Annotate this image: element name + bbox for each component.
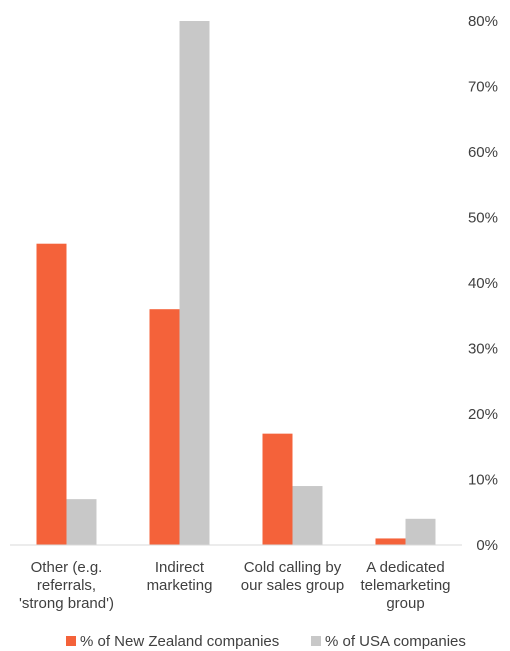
legend: % of New Zealand companies % of USA compa… [66, 633, 466, 650]
y-tick-label: 60% [468, 144, 498, 161]
y-tick-label: 20% [468, 406, 498, 423]
y-tick-label: 10% [468, 472, 498, 489]
category-label: Indirect marketing [147, 559, 213, 594]
bar-usa-2 [292, 486, 323, 545]
category-labels: Other (e.g. referrals,'strong brand') Indi… [19, 559, 451, 612]
legend-swatch [66, 636, 76, 646]
category-label: Cold calling by our sales group [241, 559, 344, 594]
bar-nz-3 [375, 538, 406, 545]
y-tick-label: 50% [468, 210, 498, 227]
bar-nz-1 [149, 309, 180, 545]
bar-usa-3 [405, 518, 436, 545]
y-axis-ticks: 0% 10% 20% 30% 40% 50% 60% 70% 80% [468, 13, 498, 554]
bar-nz-0 [36, 243, 67, 545]
y-tick-label: 30% [468, 341, 498, 358]
y-tick-label: 0% [476, 537, 498, 554]
legend-label: % of USA companies [325, 633, 466, 650]
y-tick-label: 40% [468, 275, 498, 292]
y-tick-label: 80% [468, 13, 498, 30]
legend-swatch [311, 636, 321, 646]
legend-label: % of New Zealand companies [80, 633, 279, 650]
y-tick-label: 70% [468, 79, 498, 96]
bar-nz-2 [262, 433, 293, 545]
category-label: A dedicated telemarketing group [360, 559, 450, 612]
bars-layer [36, 21, 436, 545]
category-label: Other (e.g. referrals,'strong brand') [19, 559, 114, 612]
bar-usa-0 [66, 499, 97, 545]
bar-usa-1 [179, 21, 210, 545]
